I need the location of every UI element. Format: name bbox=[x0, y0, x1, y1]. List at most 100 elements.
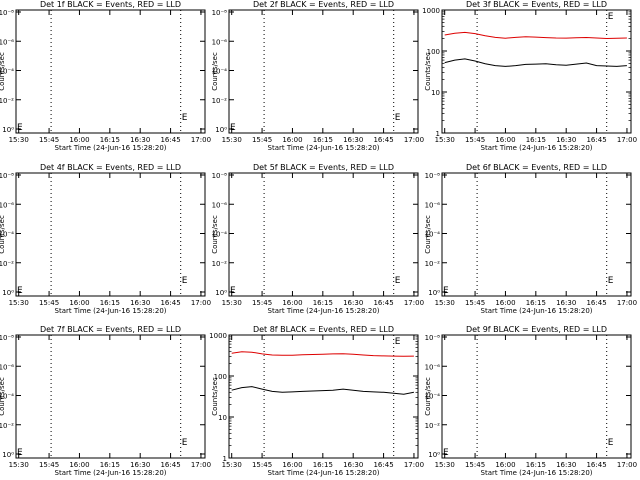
x-tick-label: 15:45 bbox=[39, 136, 59, 144]
y-tick-label: 100 bbox=[214, 373, 227, 381]
x-tick-label: 16:30 bbox=[556, 299, 576, 307]
chart-title: Det 9f BLACK = Events, RED = LLD bbox=[466, 325, 607, 334]
y-tick-label: 10⁻⁴ bbox=[212, 68, 228, 76]
y-tick-label: 10⁻² bbox=[425, 422, 441, 430]
plot-frame bbox=[228, 9, 419, 134]
x-tick-label: 16:00 bbox=[495, 136, 515, 144]
x-axis-label: Start Time (24-Jun-16 15:28:20) bbox=[55, 144, 167, 152]
x-tick-label: 15:30 bbox=[222, 299, 242, 307]
e-marker: E bbox=[395, 113, 401, 123]
y-tick-label: 10⁻⁴ bbox=[0, 68, 14, 76]
x-tick-label: 16:00 bbox=[495, 461, 515, 469]
y-axis-label: Counts/sec bbox=[211, 52, 219, 91]
e-marker-left: E bbox=[443, 286, 449, 296]
e-marker-left: E bbox=[17, 286, 23, 296]
y-axis-label: Counts/sec bbox=[211, 215, 219, 254]
y-tick-label: 1000 bbox=[209, 332, 227, 340]
plot-frame bbox=[15, 172, 206, 297]
chart-title: Det 6f BLACK = Events, RED = LLD bbox=[466, 163, 607, 172]
y-tick-label: 10⁰ bbox=[215, 126, 227, 134]
x-tick-label: 16:30 bbox=[130, 461, 150, 469]
y-tick-label: 1 bbox=[436, 130, 440, 138]
y-tick-label: 10⁻⁶ bbox=[0, 363, 14, 371]
x-tick-label: 17:00 bbox=[404, 136, 424, 144]
x-tick-label: 16:45 bbox=[373, 461, 393, 469]
e-marker: E bbox=[608, 276, 614, 286]
x-axis-label: Start Time (24-Jun-16 15:28:20) bbox=[268, 144, 380, 152]
e-marker-left: E bbox=[443, 448, 449, 458]
x-tick-label: 15:30 bbox=[222, 136, 242, 144]
x-axis-label: Start Time (24-Jun-16 15:28:20) bbox=[268, 469, 380, 477]
x-tick-label: 16:15 bbox=[526, 461, 546, 469]
x-tick-label: 16:45 bbox=[586, 136, 606, 144]
x-tick-label: 15:30 bbox=[9, 136, 29, 144]
y-tick-label: 10⁻² bbox=[0, 97, 14, 105]
x-tick-label: 16:15 bbox=[100, 299, 120, 307]
plot-frame bbox=[15, 334, 206, 459]
x-tick-label: 16:45 bbox=[160, 299, 180, 307]
chart-panel-9: Det 9f BLACK = Events, RED = LLD 15:30 15:… bbox=[424, 325, 637, 477]
y-axis-label: Counts/sec bbox=[424, 215, 432, 254]
chart-panel-5: Det 5f BLACK = Events, RED = LLD 15:30 15:… bbox=[211, 163, 424, 315]
x-tick-label: 16:15 bbox=[100, 136, 120, 144]
chart-panel-6: Det 6f BLACK = Events, RED = LLD 15:30 15:… bbox=[424, 163, 637, 315]
x-tick-label: 17:00 bbox=[617, 299, 637, 307]
x-tick-label: 16:30 bbox=[343, 136, 363, 144]
x-tick-label: 16:30 bbox=[556, 461, 576, 469]
y-tick-label: 10⁻⁸ bbox=[0, 172, 14, 180]
y-tick-label: 10⁰ bbox=[2, 451, 14, 459]
x-tick-label: 17:00 bbox=[191, 299, 211, 307]
x-axis-label: Start Time (24-Jun-16 15:28:20) bbox=[55, 469, 167, 477]
chart-title: Det 3f BLACK = Events, RED = LLD bbox=[466, 0, 607, 9]
y-tick-label: 10⁻⁸ bbox=[212, 172, 228, 180]
x-tick-label: 15:45 bbox=[465, 461, 485, 469]
e-marker-left: E bbox=[230, 123, 236, 133]
x-tick-label: 17:00 bbox=[404, 299, 424, 307]
y-tick-label: 10⁻⁸ bbox=[212, 9, 228, 17]
x-tick-label: 16:45 bbox=[586, 299, 606, 307]
chart-panel-8: Det 8f BLACK = Events, RED = LLD 15:30 15:… bbox=[209, 325, 424, 477]
x-axis-label: Start Time (24-Jun-16 15:28:20) bbox=[268, 307, 380, 315]
e-marker: E bbox=[395, 337, 401, 347]
plot-frame bbox=[441, 172, 632, 297]
y-tick-label: 10⁰ bbox=[2, 126, 14, 134]
y-tick-label: 10⁻² bbox=[0, 422, 14, 430]
x-tick-label: 16:00 bbox=[69, 299, 89, 307]
y-axis-label: Counts/sec bbox=[424, 377, 432, 416]
y-tick-label: 10⁰ bbox=[428, 289, 440, 297]
chart-title: Det 8f BLACK = Events, RED = LLD bbox=[253, 325, 394, 334]
y-tick-label: 10⁻⁸ bbox=[425, 172, 441, 180]
x-axis-label: Start Time (24-Jun-16 15:28:20) bbox=[481, 469, 593, 477]
y-tick-label: 10⁻⁴ bbox=[0, 231, 14, 239]
chart-title: Det 7f BLACK = Events, RED = LLD bbox=[40, 325, 181, 334]
chart-title: Det 5f BLACK = Events, RED = LLD bbox=[253, 163, 394, 172]
y-tick-label: 10⁰ bbox=[215, 289, 227, 297]
x-tick-label: 15:30 bbox=[9, 461, 29, 469]
e-marker-left: E bbox=[230, 286, 236, 296]
x-tick-label: 16:00 bbox=[69, 461, 89, 469]
x-tick-label: 15:45 bbox=[39, 461, 59, 469]
x-tick-label: 15:45 bbox=[465, 136, 485, 144]
x-tick-label: 16:00 bbox=[282, 299, 302, 307]
e-marker-left: E bbox=[17, 448, 23, 458]
chart-title: Det 2f BLACK = Events, RED = LLD bbox=[253, 0, 394, 9]
plot-frame bbox=[228, 334, 419, 459]
plot-frame bbox=[15, 9, 206, 134]
y-tick-label: 10⁻² bbox=[425, 260, 441, 268]
chart-panel-1: Det 1f BLACK = Events, RED = LLD 15:30 15:… bbox=[0, 0, 211, 152]
y-tick-label: 10⁻⁴ bbox=[212, 231, 228, 239]
e-marker: E bbox=[182, 276, 188, 286]
y-tick-label: 10 bbox=[218, 414, 227, 422]
x-tick-label: 16:45 bbox=[586, 461, 606, 469]
x-tick-label: 17:00 bbox=[191, 461, 211, 469]
y-tick-label: 10⁻⁸ bbox=[0, 9, 14, 17]
x-tick-label: 15:45 bbox=[252, 136, 272, 144]
events-series-line bbox=[444, 58, 627, 67]
y-tick-label: 10⁻⁴ bbox=[425, 393, 441, 401]
y-tick-label: 10⁻⁸ bbox=[0, 334, 14, 342]
y-tick-label: 10⁻⁶ bbox=[0, 38, 14, 46]
x-tick-label: 16:30 bbox=[556, 136, 576, 144]
x-tick-label: 17:00 bbox=[617, 461, 637, 469]
x-tick-label: 16:45 bbox=[373, 136, 393, 144]
